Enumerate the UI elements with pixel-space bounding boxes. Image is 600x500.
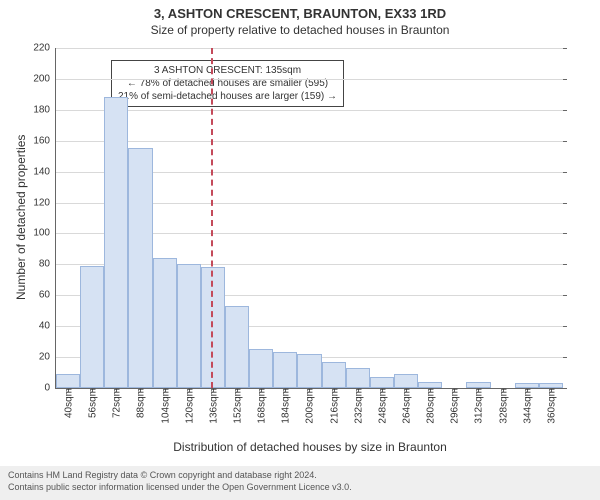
xtick-label: 280sqm bbox=[424, 388, 437, 424]
ytick-mark bbox=[563, 172, 567, 173]
histogram-bar bbox=[370, 377, 394, 388]
footer-line-1: Contains HM Land Registry data © Crown c… bbox=[8, 470, 592, 482]
xtick-label: 184sqm bbox=[279, 388, 292, 424]
xtick-label: 120sqm bbox=[182, 388, 195, 424]
xtick-label: 344sqm bbox=[520, 388, 533, 424]
reference-line bbox=[211, 48, 213, 388]
ytick-label: 160 bbox=[33, 135, 56, 146]
histogram-bar bbox=[394, 374, 418, 388]
plot-area: 3 ASHTON CRESCENT: 135sqm ← 78% of detac… bbox=[55, 48, 566, 389]
ytick-mark bbox=[563, 264, 567, 265]
xtick-label: 40sqm bbox=[62, 388, 75, 418]
xtick-label: 72sqm bbox=[110, 388, 123, 418]
xtick-label: 104sqm bbox=[158, 388, 171, 424]
ytick-label: 140 bbox=[33, 166, 56, 177]
ytick-mark bbox=[563, 295, 567, 296]
histogram-bar bbox=[346, 368, 370, 388]
histogram-bar bbox=[80, 266, 104, 388]
xtick-label: 216sqm bbox=[327, 388, 340, 424]
histogram-bar bbox=[273, 352, 297, 388]
xtick-label: 136sqm bbox=[206, 388, 219, 424]
xtick-label: 296sqm bbox=[448, 388, 461, 424]
xtick-label: 88sqm bbox=[134, 388, 147, 418]
ytick-mark bbox=[563, 79, 567, 80]
histogram-bar bbox=[104, 97, 128, 388]
ytick-mark bbox=[563, 233, 567, 234]
footer-line-2: Contains public sector information licen… bbox=[8, 482, 592, 494]
info-line-1: 3 ASHTON CRESCENT: 135sqm bbox=[118, 64, 337, 77]
ytick-label: 20 bbox=[39, 352, 56, 363]
gridline bbox=[56, 48, 566, 49]
ytick-label: 120 bbox=[33, 197, 56, 208]
gridline bbox=[56, 79, 566, 80]
ytick-label: 80 bbox=[39, 259, 56, 270]
xtick-label: 200sqm bbox=[303, 388, 316, 424]
histogram-bar bbox=[297, 354, 321, 388]
xtick-label: 264sqm bbox=[400, 388, 413, 424]
footer: Contains HM Land Registry data © Crown c… bbox=[0, 466, 600, 500]
ytick-label: 40 bbox=[39, 321, 56, 332]
ytick-mark bbox=[563, 110, 567, 111]
info-line-3: 21% of semi-detached houses are larger (… bbox=[118, 90, 337, 103]
gridline bbox=[56, 141, 566, 142]
histogram-bar bbox=[225, 306, 249, 388]
info-box: 3 ASHTON CRESCENT: 135sqm ← 78% of detac… bbox=[111, 60, 344, 107]
xtick-label: 328sqm bbox=[496, 388, 509, 424]
ytick-label: 220 bbox=[33, 43, 56, 54]
ytick-label: 0 bbox=[44, 383, 56, 394]
ytick-mark bbox=[563, 48, 567, 49]
xtick-label: 56sqm bbox=[86, 388, 99, 418]
histogram-bar bbox=[322, 362, 346, 388]
xtick-label: 232sqm bbox=[351, 388, 364, 424]
ytick-mark bbox=[563, 388, 567, 389]
x-axis-label: Distribution of detached houses by size … bbox=[55, 440, 565, 454]
ytick-mark bbox=[563, 203, 567, 204]
xtick-label: 248sqm bbox=[375, 388, 388, 424]
chart-subtitle: Size of property relative to detached ho… bbox=[0, 21, 600, 41]
xtick-label: 152sqm bbox=[231, 388, 244, 424]
ytick-label: 200 bbox=[33, 73, 56, 84]
ytick-label: 100 bbox=[33, 228, 56, 239]
y-axis-label: Number of detached properties bbox=[14, 135, 28, 300]
xtick-label: 360sqm bbox=[544, 388, 557, 424]
histogram-bar bbox=[153, 258, 177, 388]
histogram-bar bbox=[177, 264, 201, 388]
histogram-bar bbox=[249, 349, 273, 388]
xtick-label: 168sqm bbox=[255, 388, 268, 424]
chart-container: 3, ASHTON CRESCENT, BRAUNTON, EX33 1RD S… bbox=[0, 0, 600, 500]
chart-title: 3, ASHTON CRESCENT, BRAUNTON, EX33 1RD bbox=[0, 0, 600, 21]
histogram-bar bbox=[128, 148, 152, 388]
ytick-mark bbox=[563, 141, 567, 142]
xtick-label: 312sqm bbox=[472, 388, 485, 424]
ytick-label: 180 bbox=[33, 104, 56, 115]
histogram-bar bbox=[56, 374, 80, 388]
ytick-label: 60 bbox=[39, 290, 56, 301]
gridline bbox=[56, 110, 566, 111]
ytick-mark bbox=[563, 357, 567, 358]
ytick-mark bbox=[563, 326, 567, 327]
